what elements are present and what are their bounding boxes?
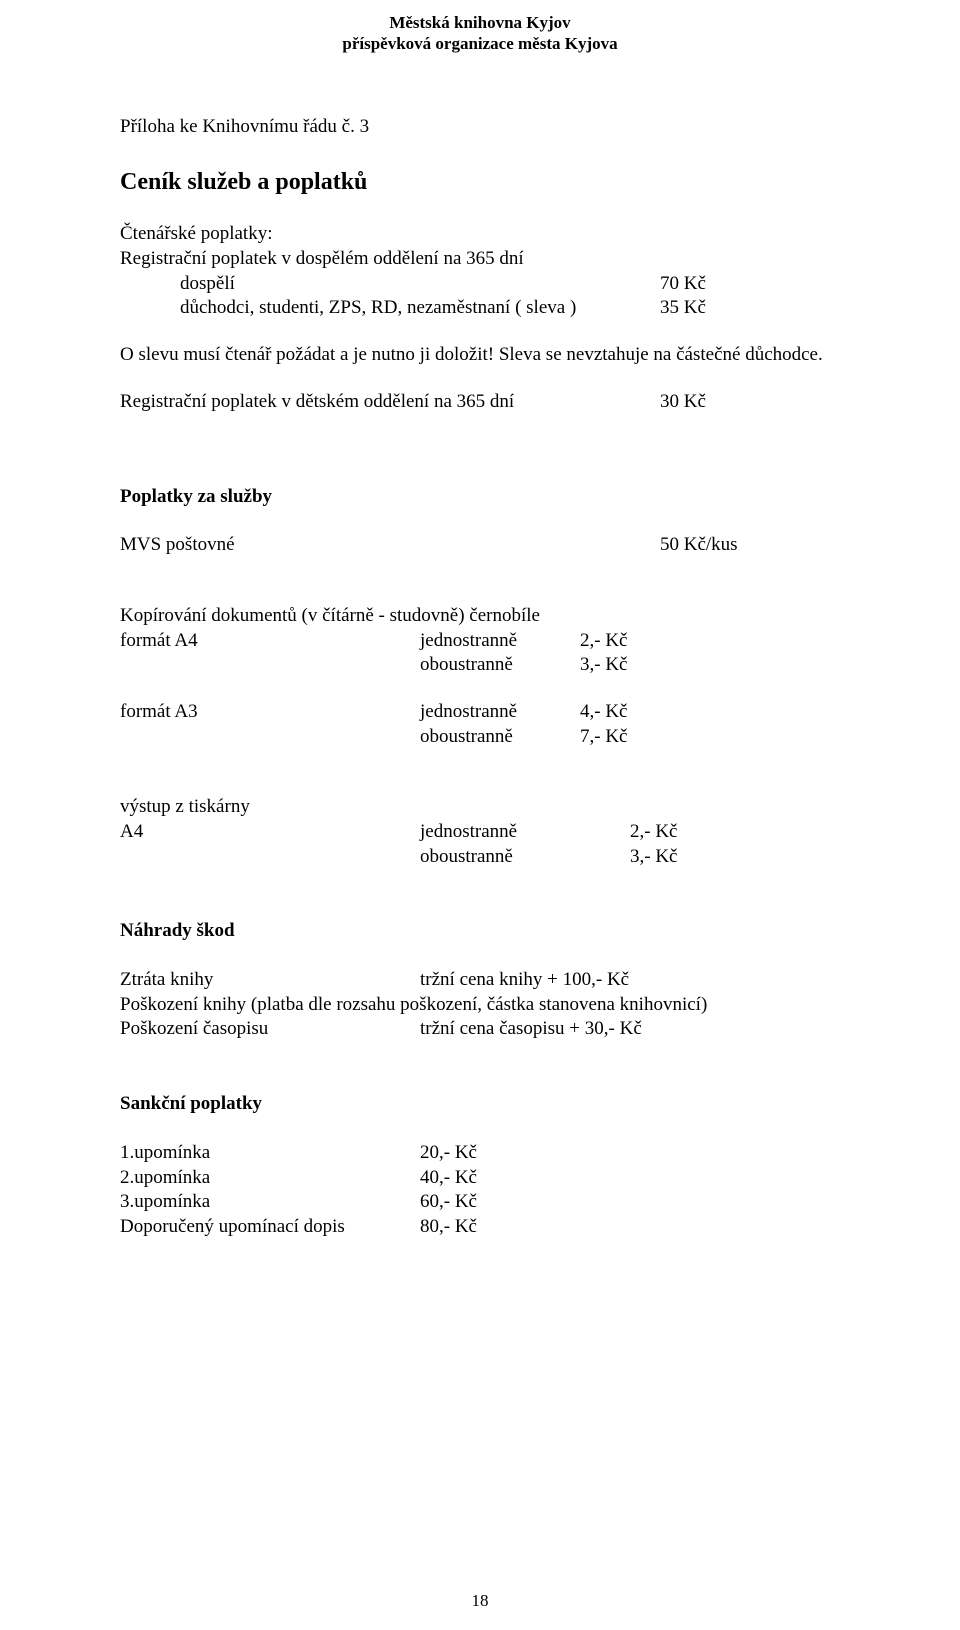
label-child: Registrační poplatek v dětském oddělení … [120, 390, 660, 415]
label-a3-empty [120, 725, 420, 750]
book-damage: Poškození knihy (platba dle rozsahu pošk… [120, 993, 840, 1018]
row-loss: Ztráta knihy tržní cena knihy + 100,- Kč [120, 968, 840, 993]
header-line2: příspěvková organizace města Kyjova [120, 33, 840, 54]
mid-printer-1: jednostranně [420, 820, 630, 845]
val-a4-1: 2,- Kč [580, 629, 627, 654]
row-a4-2: oboustranně 3,- Kč [120, 653, 840, 678]
mid-a4-2: oboustranně [420, 653, 580, 678]
main-title: Ceník služeb a poplatků [120, 167, 840, 198]
row-adult: dospělí 70 Kč [120, 272, 840, 297]
label-a4: formát A4 [120, 629, 420, 654]
val-a3-2: 7,- Kč [580, 725, 627, 750]
label-penalty-3: Doporučený upomínací dopis [120, 1215, 420, 1240]
value-penalty-2: 60,- Kč [420, 1190, 477, 1215]
value-penalty-3: 80,- Kč [420, 1215, 477, 1240]
row-a4-1: formát A4 jednostranně 2,- Kč [120, 629, 840, 654]
printer-heading: výstup z tiskárny [120, 795, 840, 820]
discount-note: O slevu musí čtenář požádat a je nutno j… [120, 343, 840, 368]
label-mag-damage: Poškození časopisu [120, 1017, 420, 1042]
label-loss: Ztráta knihy [120, 968, 420, 993]
document-page: Městská knihovna Kyjov příspěvková organ… [0, 0, 960, 1630]
attachment-line: Příloha ke Knihovnímu řádu č. 3 [120, 115, 840, 140]
label-mvs: MVS poštovné [120, 533, 660, 558]
row-penalty-0: 1.upomínka 20,- Kč [120, 1141, 840, 1166]
value-child: 30 Kč [660, 390, 706, 415]
row-a3-1: formát A3 jednostranně 4,- Kč [120, 700, 840, 725]
penalties-heading: Sankční poplatky [120, 1092, 840, 1117]
value-mag-damage: tržní cena časopisu + 30,- Kč [420, 1017, 642, 1042]
damages-heading: Náhrady škod [120, 919, 840, 944]
row-child: Registrační poplatek v dětském oddělení … [120, 390, 840, 415]
mid-a3-2: oboustranně [420, 725, 580, 750]
header-line1: Městská knihovna Kyjov [120, 12, 840, 33]
service-fees-heading: Poplatky za služby [120, 485, 840, 510]
label-adult: dospělí [120, 272, 660, 297]
mid-a4-1: jednostranně [420, 629, 580, 654]
label-penalty-2: 3.upomínka [120, 1190, 420, 1215]
row-penalty-3: Doporučený upomínací dopis 80,- Kč [120, 1215, 840, 1240]
page-number: 18 [0, 1590, 960, 1612]
label-printer: A4 [120, 820, 420, 845]
row-penalty-1: 2.upomínka 40,- Kč [120, 1166, 840, 1191]
row-a3-2: oboustranně 7,- Kč [120, 725, 840, 750]
label-printer-empty [120, 845, 420, 870]
label-penalty-1: 2.upomínka [120, 1166, 420, 1191]
label-a4-empty [120, 653, 420, 678]
val-a3-1: 4,- Kč [580, 700, 627, 725]
row-mvs: MVS poštovné 50 Kč/kus [120, 533, 840, 558]
label-reduced: důchodci, studenti, ZPS, RD, nezaměstnan… [120, 296, 660, 321]
val-printer-1: 2,- Kč [630, 820, 677, 845]
mid-printer-2: oboustranně [420, 845, 630, 870]
value-loss: tržní cena knihy + 100,- Kč [420, 968, 629, 993]
reg-adult-line: Registrační poplatek v dospělém oddělení… [120, 247, 840, 272]
row-printer-2: oboustranně 3,- Kč [120, 845, 840, 870]
row-penalty-2: 3.upomínka 60,- Kč [120, 1190, 840, 1215]
val-a4-2: 3,- Kč [580, 653, 627, 678]
value-penalty-0: 20,- Kč [420, 1141, 477, 1166]
value-reduced: 35 Kč [660, 296, 706, 321]
row-mag-damage: Poškození časopisu tržní cena časopisu +… [120, 1017, 840, 1042]
row-printer-1: A4 jednostranně 2,- Kč [120, 820, 840, 845]
reader-fees-heading: Čtenářské poplatky: [120, 222, 840, 247]
value-adult: 70 Kč [660, 272, 706, 297]
label-a3: formát A3 [120, 700, 420, 725]
mid-a3-1: jednostranně [420, 700, 580, 725]
value-mvs: 50 Kč/kus [660, 533, 738, 558]
label-penalty-0: 1.upomínka [120, 1141, 420, 1166]
copy-heading: Kopírování dokumentů (v čítárně - studov… [120, 604, 840, 629]
row-reduced: důchodci, studenti, ZPS, RD, nezaměstnan… [120, 296, 840, 321]
val-printer-2: 3,- Kč [630, 845, 677, 870]
page-header: Městská knihovna Kyjov příspěvková organ… [120, 12, 840, 55]
value-penalty-1: 40,- Kč [420, 1166, 477, 1191]
